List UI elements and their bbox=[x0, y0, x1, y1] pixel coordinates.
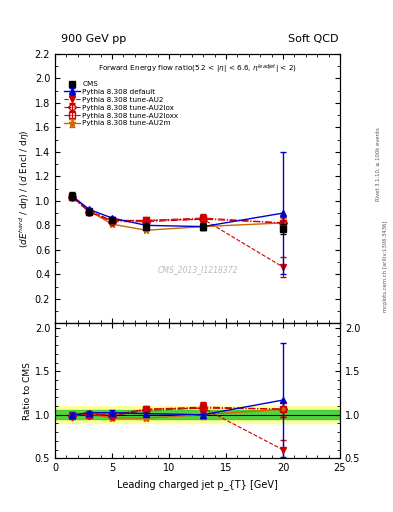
Y-axis label: Ratio to CMS: Ratio to CMS bbox=[23, 362, 32, 420]
Bar bbox=[55, 411, 340, 419]
Legend: CMS, Pythia 8.308 default, Pythia 8.308 tune-AU2, Pythia 8.308 tune-AU2lox, Pyth: CMS, Pythia 8.308 default, Pythia 8.308 … bbox=[61, 79, 181, 129]
Text: mcplots.cern.ch [arXiv:1306.3436]: mcplots.cern.ch [arXiv:1306.3436] bbox=[383, 221, 387, 312]
X-axis label: Leading charged jet p_{T} [GeV]: Leading charged jet p_{T} [GeV] bbox=[117, 479, 278, 489]
Text: Rivet 3.1.10, ≥ 100k events: Rivet 3.1.10, ≥ 100k events bbox=[376, 127, 381, 201]
Y-axis label: $(dE^{hard}$ / d$\eta)$ / $(d$ Encl / d$\eta)$: $(dE^{hard}$ / d$\eta)$ / $(d$ Encl / d$… bbox=[17, 130, 32, 248]
Text: CMS_2013_I1218372: CMS_2013_I1218372 bbox=[157, 265, 238, 274]
Text: Soft QCD: Soft QCD bbox=[288, 33, 339, 44]
Text: 900 GeV pp: 900 GeV pp bbox=[61, 33, 126, 44]
Bar bbox=[55, 406, 340, 423]
Text: Forward Energy flow ratio(5.2 < $|\eta|$ < 6.6, $\eta^{leadjet}|$ < 2): Forward Energy flow ratio(5.2 < $|\eta|$… bbox=[98, 62, 297, 75]
